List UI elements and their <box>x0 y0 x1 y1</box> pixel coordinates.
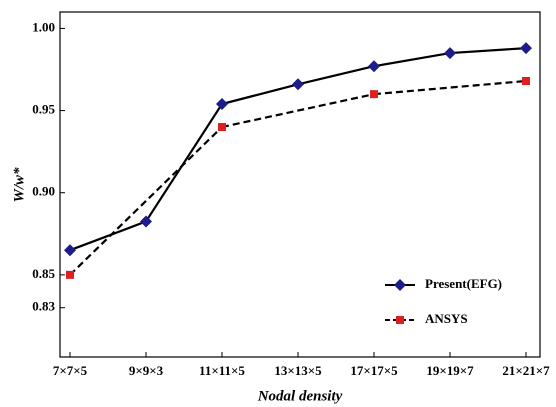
series-line-segment <box>449 47 527 55</box>
series-line-segment <box>69 220 147 252</box>
plot-frame <box>59 11 541 358</box>
y-tick-label: 0.95 <box>32 102 55 117</box>
series-line-segment <box>221 83 299 106</box>
y-tick-label: 0.90 <box>32 184 55 199</box>
legend-marker <box>394 279 406 291</box>
point <box>64 244 76 257</box>
point <box>66 270 74 279</box>
point <box>218 123 226 131</box>
x-tick-label: 17×17×5 <box>350 363 398 378</box>
point <box>520 42 532 55</box>
x-tick-label: 19×19×7 <box>426 363 474 378</box>
series-line-segment <box>373 79 527 96</box>
series-line-segment <box>297 65 375 86</box>
x-tick-label: 21×21×7 <box>502 363 550 378</box>
point <box>370 90 378 99</box>
x-tick-label: 11×11×5 <box>199 363 245 378</box>
legend-marker <box>396 316 404 324</box>
legend-label: ANSYS <box>425 311 468 326</box>
point <box>140 215 152 228</box>
series-line-segment <box>69 126 223 276</box>
y-tick-label: 1.00 <box>32 19 55 34</box>
point <box>216 98 228 110</box>
point <box>522 77 530 85</box>
point <box>368 60 380 73</box>
x-tick-label: 9×9×3 <box>129 363 164 378</box>
series-line-segment <box>373 51 451 68</box>
y-tick-label: 0.83 <box>32 299 55 314</box>
y-axis-label: W/w* <box>11 167 27 203</box>
x-tick-label: 13×13×5 <box>274 363 322 378</box>
point <box>292 78 304 91</box>
series-line-segment <box>221 93 375 129</box>
y-tick-label: 0.85 <box>32 266 55 281</box>
legend-label: Present(EFG) <box>425 276 502 291</box>
x-axis-label: Nodal density <box>257 388 343 404</box>
x-tick-label: 7×7×5 <box>53 363 88 378</box>
point <box>444 47 456 60</box>
